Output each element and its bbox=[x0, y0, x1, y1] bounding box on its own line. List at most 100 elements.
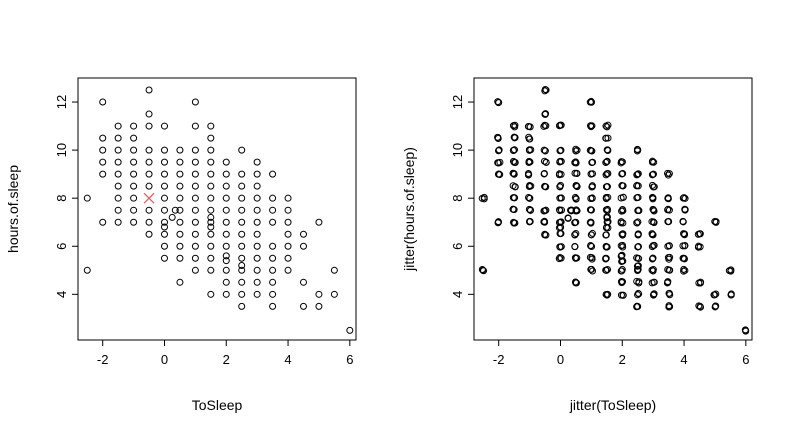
data-point bbox=[238, 146, 246, 154]
data-point bbox=[269, 242, 277, 250]
data-point bbox=[526, 181, 534, 189]
data-point bbox=[680, 254, 688, 262]
data-point bbox=[602, 254, 610, 262]
data-point bbox=[604, 266, 612, 274]
data-point bbox=[603, 291, 611, 299]
data-point bbox=[650, 241, 658, 249]
points-layer bbox=[83, 86, 354, 334]
x-tick-label: 6 bbox=[346, 352, 353, 367]
y-tick-label: 8 bbox=[450, 195, 465, 202]
data-point bbox=[114, 122, 122, 130]
data-point bbox=[648, 279, 656, 287]
data-point bbox=[160, 158, 168, 166]
x-tick-label: -2 bbox=[97, 352, 109, 367]
data-point bbox=[588, 243, 596, 251]
data-point bbox=[572, 218, 580, 226]
data-point bbox=[556, 207, 564, 215]
data-point bbox=[649, 254, 657, 262]
data-point bbox=[572, 195, 580, 203]
data-point bbox=[526, 217, 534, 225]
data-point bbox=[635, 279, 643, 287]
data-point bbox=[238, 230, 246, 238]
data-point bbox=[556, 157, 564, 165]
data-point bbox=[191, 98, 199, 106]
x-tick-label: 6 bbox=[742, 352, 749, 367]
data-point bbox=[176, 158, 184, 166]
data-point bbox=[604, 134, 612, 142]
data-point bbox=[330, 290, 338, 298]
data-point bbox=[696, 243, 704, 251]
data-point bbox=[269, 278, 277, 286]
data-point bbox=[541, 147, 549, 155]
data-point bbox=[130, 170, 138, 178]
data-point bbox=[634, 291, 642, 299]
data-point bbox=[495, 146, 503, 154]
data-point bbox=[679, 242, 687, 250]
data-point bbox=[191, 122, 199, 130]
data-point bbox=[145, 110, 153, 118]
data-point bbox=[681, 194, 689, 202]
data-point bbox=[587, 97, 595, 105]
data-point bbox=[346, 326, 354, 334]
data-point bbox=[207, 242, 215, 250]
data-point bbox=[114, 170, 122, 178]
data-point bbox=[556, 253, 564, 261]
data-point bbox=[130, 146, 138, 154]
data-point bbox=[556, 243, 564, 251]
data-point bbox=[588, 183, 596, 191]
data-point bbox=[269, 254, 277, 262]
data-point bbox=[603, 213, 611, 221]
data-point bbox=[176, 182, 184, 190]
data-point bbox=[176, 254, 184, 262]
data-point bbox=[207, 266, 215, 274]
data-point bbox=[587, 122, 595, 130]
data-point bbox=[542, 86, 550, 94]
data-point bbox=[222, 218, 230, 226]
data-point bbox=[253, 242, 261, 250]
data-point bbox=[617, 218, 625, 226]
data-point bbox=[207, 170, 215, 178]
data-point bbox=[83, 194, 91, 202]
data-point bbox=[238, 302, 246, 310]
data-point bbox=[586, 218, 594, 226]
data-point bbox=[648, 266, 656, 274]
data-point bbox=[525, 205, 533, 213]
x-axis-title: jitter(ToSleep) bbox=[569, 397, 656, 413]
data-point bbox=[665, 170, 673, 178]
data-point bbox=[222, 278, 230, 286]
data-point bbox=[587, 219, 595, 227]
data-point bbox=[269, 218, 277, 226]
data-point bbox=[602, 171, 610, 179]
data-point bbox=[556, 183, 564, 191]
data-point bbox=[238, 278, 246, 286]
data-point bbox=[649, 205, 657, 213]
data-point bbox=[573, 146, 581, 154]
data-point bbox=[634, 230, 642, 238]
data-point bbox=[176, 146, 184, 154]
data-point bbox=[634, 243, 642, 251]
data-point bbox=[602, 195, 610, 203]
data-point bbox=[494, 98, 502, 106]
data-point bbox=[742, 327, 750, 335]
data-point bbox=[665, 289, 673, 297]
data-point bbox=[222, 206, 230, 214]
data-point bbox=[572, 158, 580, 166]
data-point bbox=[510, 146, 518, 154]
data-point bbox=[207, 213, 215, 221]
data-point bbox=[114, 194, 122, 202]
data-point bbox=[253, 158, 261, 166]
x-tick-label: 0 bbox=[557, 352, 564, 367]
data-point bbox=[510, 206, 518, 214]
data-point bbox=[634, 170, 642, 178]
data-point bbox=[619, 182, 627, 190]
data-point bbox=[727, 290, 735, 298]
data-point bbox=[525, 171, 533, 179]
data-point bbox=[238, 218, 246, 226]
data-point bbox=[648, 181, 656, 189]
data-point bbox=[238, 194, 246, 202]
data-point bbox=[648, 158, 656, 166]
data-point bbox=[222, 182, 230, 190]
data-point bbox=[604, 169, 612, 177]
data-point bbox=[619, 241, 627, 249]
